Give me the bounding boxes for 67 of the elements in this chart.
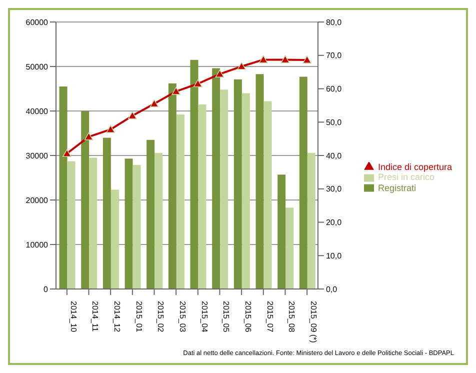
point: [106, 125, 115, 133]
y-tick-label: 40000: [26, 106, 49, 116]
y2-tick-label: 50,0: [326, 118, 342, 127]
bar: [256, 74, 264, 289]
x-tick-label: 2015_03: [178, 301, 188, 333]
bar: [124, 158, 133, 289]
y-tick-label: 60000: [26, 18, 49, 27]
x-tick-label: 2014_11: [90, 301, 100, 332]
y2-tick-label: 60,0: [326, 84, 342, 94]
x-tick-label: 2015_07: [265, 301, 274, 333]
bar: [212, 68, 220, 289]
bar: [154, 152, 163, 289]
point: [172, 87, 180, 95]
x-tick-label: 2015_09 (*): [309, 301, 318, 344]
bar: [220, 90, 228, 289]
bar: [67, 161, 76, 289]
bar: [264, 101, 272, 289]
point: [62, 149, 72, 157]
y-tick-label: 10000: [26, 240, 49, 250]
bar: [242, 93, 250, 289]
y-tick-label: 0: [44, 284, 49, 294]
bar: [146, 140, 155, 289]
bar: [307, 152, 316, 289]
bar: [81, 111, 90, 289]
y2-tick-label: 70,0: [326, 51, 342, 60]
x-tick-label: 2015_06: [244, 301, 253, 333]
y2-tick-label: 80,0: [326, 18, 342, 27]
point: [193, 79, 202, 88]
y-tick-label: 20000: [26, 196, 49, 205]
y-tick-label: 50000: [26, 62, 49, 72]
bar: [190, 60, 198, 289]
x-tick-label: 2014_10: [68, 301, 78, 333]
point: [215, 70, 224, 78]
point: [237, 62, 246, 70]
point: [302, 56, 312, 64]
y2-tick-label: 40,0: [326, 151, 342, 160]
y2-tick-label: 0,0: [326, 284, 338, 294]
point: [128, 111, 137, 120]
y2-tick-label: 10,0: [326, 251, 342, 260]
x-tick-label: 2015_01: [134, 301, 144, 333]
bar: [176, 114, 184, 289]
x-tick-label: 2015_04: [200, 301, 209, 333]
bar: [234, 79, 242, 289]
bar: [286, 208, 294, 289]
x-tick-label: 2015_05: [222, 301, 231, 333]
bar: [168, 83, 176, 289]
x-tick-label: 2015_02: [156, 301, 166, 333]
point: [150, 99, 159, 108]
point: [84, 132, 94, 140]
bar: [110, 190, 119, 289]
bar: [102, 138, 111, 289]
y2-tick-label: 30,0: [326, 184, 342, 194]
bar: [59, 86, 68, 289]
point: [280, 55, 290, 64]
bar: [132, 164, 141, 289]
y-tick-label: 30000: [26, 151, 49, 160]
x-tick-label: 2015_08: [287, 301, 296, 333]
legend-label: Registrati: [378, 182, 416, 193]
legend-label: Presi in carico: [378, 172, 434, 182]
point: [258, 55, 268, 64]
bar: [299, 76, 308, 289]
x-tick-label: 2014_12: [112, 301, 122, 333]
bar: [198, 104, 206, 289]
y2-tick-label: 20,0: [326, 218, 342, 228]
bar: [278, 174, 286, 289]
legend-label: Indice di copertura: [378, 162, 452, 172]
bar: [89, 158, 98, 289]
